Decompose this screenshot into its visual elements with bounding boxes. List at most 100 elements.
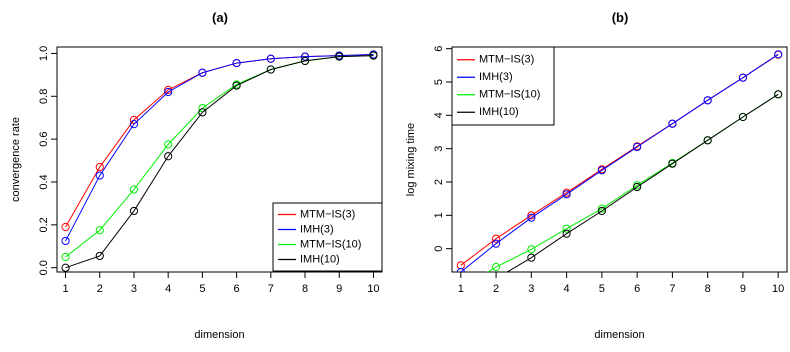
data-point [527, 253, 536, 262]
data-point [703, 96, 712, 105]
data-point [456, 267, 465, 272]
x-tick-label: 3 [528, 283, 534, 295]
legend-label: MTM−IS(3) [300, 208, 355, 220]
data-point [456, 261, 465, 270]
data-point [198, 103, 207, 113]
data-point [129, 120, 139, 129]
x-tick-label: 6 [234, 283, 240, 295]
data-point [61, 252, 70, 262]
x-tick-label: 4 [165, 283, 171, 295]
y-tick-label: 0.0 [38, 260, 50, 275]
y-tick-label: 4 [433, 112, 445, 118]
data-point [335, 52, 344, 61]
x-tick-label: 10 [367, 283, 379, 295]
x-tick-label: 10 [772, 283, 784, 295]
legend-label: IMH(10) [479, 106, 519, 118]
x-tick-label: 4 [564, 283, 570, 295]
data-point [232, 81, 241, 90]
legend-label: MTM−IS(10) [479, 89, 540, 101]
data-point [164, 140, 173, 149]
x-tick-label: 3 [131, 283, 137, 295]
data-point [95, 171, 104, 180]
y-tick-label: 0.8 [38, 89, 50, 104]
data-point [266, 54, 275, 63]
data-point [633, 182, 642, 192]
series-line [65, 54, 374, 242]
y-tick-label: 0.4 [38, 174, 50, 189]
data-point [774, 50, 783, 59]
y-tick-label: 0 [433, 246, 445, 252]
x-tick-label: 1 [62, 283, 68, 295]
data-point [198, 68, 207, 77]
data-point [703, 136, 712, 145]
data-point [164, 152, 173, 161]
x-tick-label: 9 [336, 283, 342, 295]
data-point [527, 213, 536, 222]
data-point [562, 229, 571, 238]
data-point [95, 162, 104, 172]
data-point [738, 73, 748, 82]
data-point [597, 206, 606, 216]
y-tick-label: 2 [433, 179, 445, 185]
series-line [460, 53, 779, 272]
x-tick-label: 1 [458, 283, 464, 295]
y-tick-label: 0.6 [38, 131, 50, 146]
data-point [129, 185, 139, 194]
x-tick-label: 9 [740, 283, 746, 295]
series-1 [456, 50, 783, 272]
data-point [95, 251, 104, 261]
x-tick-label: 8 [705, 283, 711, 295]
x-tick-label: 2 [493, 283, 499, 295]
data-point [232, 58, 241, 68]
data-point [774, 90, 783, 99]
data-point [491, 262, 501, 272]
data-point [61, 222, 70, 232]
data-point [266, 65, 275, 74]
data-point [491, 234, 501, 243]
legend-label: IMH(3) [479, 71, 513, 83]
y-tick-label: 0.2 [38, 217, 50, 232]
chart-title: (a) [212, 10, 228, 25]
data-point [457, 298, 464, 305]
x-tick-label: 2 [97, 283, 103, 295]
legend-label: IMH(3) [300, 223, 334, 235]
x-tick-label: 5 [199, 283, 205, 295]
x-tick-label: 7 [669, 283, 675, 295]
y-axis-label: log mixing time [405, 123, 417, 196]
data-point [527, 245, 536, 254]
y-tick-label: 6 [433, 46, 445, 52]
x-tick-label: 8 [302, 283, 308, 295]
data-point [738, 112, 748, 122]
data-point [300, 56, 310, 66]
legend-label: MTM−IS(3) [479, 54, 534, 66]
x-tick-label: 6 [634, 283, 640, 295]
series-3 [61, 51, 378, 272]
data-point [61, 236, 70, 246]
data-point [95, 226, 104, 235]
legend-label: IMH(10) [300, 253, 340, 265]
series-line [506, 93, 779, 272]
data-point [668, 119, 677, 128]
plot-frame [451, 46, 788, 273]
y-tick-label: 1 [433, 212, 445, 218]
legend-label: MTM−IS(10) [300, 238, 361, 250]
data-point [633, 142, 642, 152]
data-point [597, 166, 606, 175]
x-tick-label: 7 [268, 283, 274, 295]
plot-frame [56, 46, 383, 273]
y-axis-label: convergence rate [10, 117, 22, 202]
y-tick-label: 1.0 [38, 46, 50, 61]
x-axis-label: dimension [194, 329, 244, 341]
data-point [61, 263, 70, 272]
data-point [562, 224, 571, 233]
x-tick-label: 5 [599, 283, 605, 295]
series-line [65, 54, 374, 228]
data-point [369, 51, 378, 60]
chart-title: (b) [612, 10, 629, 25]
series-line [65, 55, 374, 269]
x-axis-label: dimension [594, 329, 644, 341]
data-point [562, 190, 571, 199]
y-tick-label: 5 [433, 79, 445, 85]
data-point [491, 239, 501, 248]
